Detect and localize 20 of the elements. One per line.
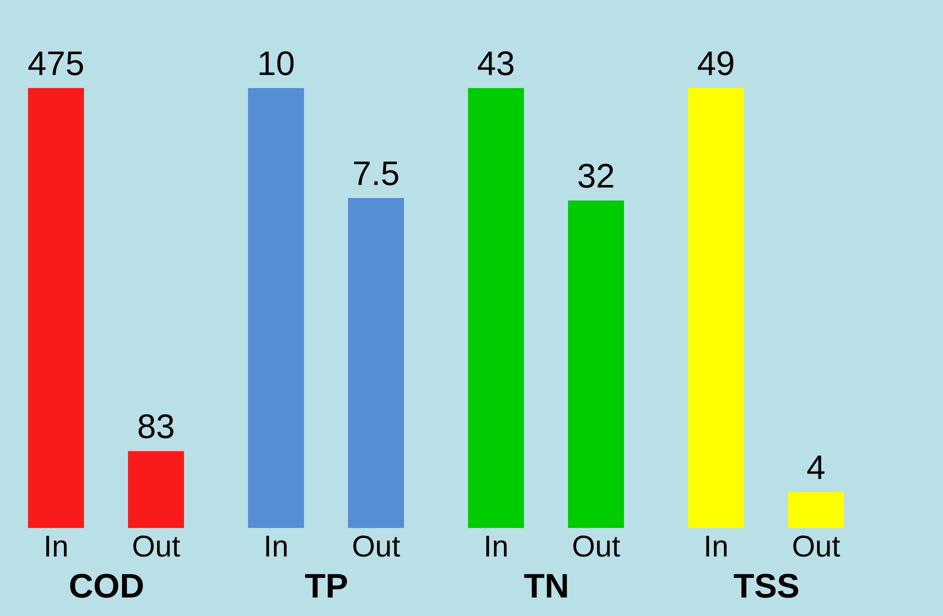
x-axis-title: TN bbox=[524, 568, 570, 606]
data-label: 49 bbox=[697, 45, 735, 83]
data-label: 43 bbox=[477, 45, 515, 83]
x-tick-label: In bbox=[263, 530, 289, 564]
x-tick-label: In bbox=[483, 530, 509, 564]
data-label: 4 bbox=[806, 449, 826, 488]
data-label: 32 bbox=[577, 158, 615, 196]
x-axis-title: TSS bbox=[733, 568, 800, 606]
data-label: 10 bbox=[257, 45, 295, 83]
data-label: 475 bbox=[28, 45, 84, 83]
x-tick-label: Out bbox=[792, 530, 841, 564]
x-tick-label: Out bbox=[572, 530, 621, 564]
data-label: 83 bbox=[137, 408, 175, 446]
data-label: 7.5 bbox=[352, 155, 400, 193]
x-axis-title: COD bbox=[68, 568, 144, 606]
x-tick-label: In bbox=[43, 530, 69, 564]
x-axis-title: TP bbox=[304, 568, 348, 606]
x-tick-label: In bbox=[703, 530, 729, 564]
x-tick-label: Out bbox=[132, 530, 181, 564]
x-tick-label: Out bbox=[352, 530, 401, 564]
